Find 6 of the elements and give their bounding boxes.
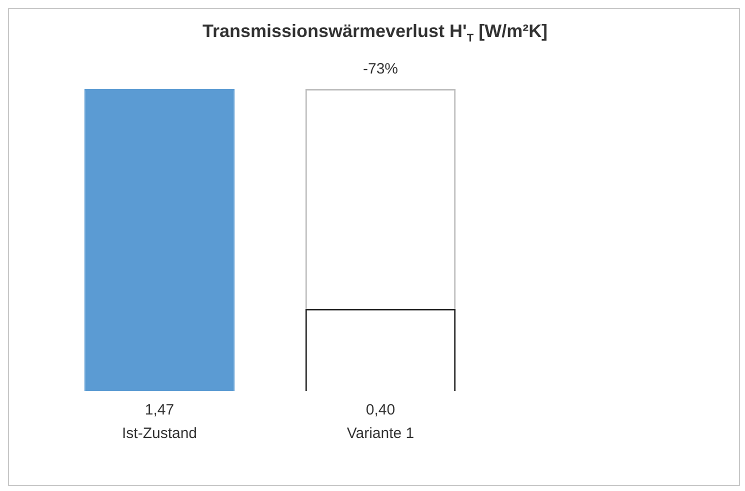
- annotation: -73%: [362, 60, 398, 78]
- x-tick-label: Variante 1: [346, 425, 414, 442]
- data-label: 1,47: [144, 402, 174, 419]
- x-tick-label: Ist-Zustand: [122, 425, 198, 442]
- chart-title: Transmissionswärmeverlust H'$_{T}$ [W/m²K]: [201, 21, 549, 45]
- data-label: 0,40: [366, 402, 396, 419]
